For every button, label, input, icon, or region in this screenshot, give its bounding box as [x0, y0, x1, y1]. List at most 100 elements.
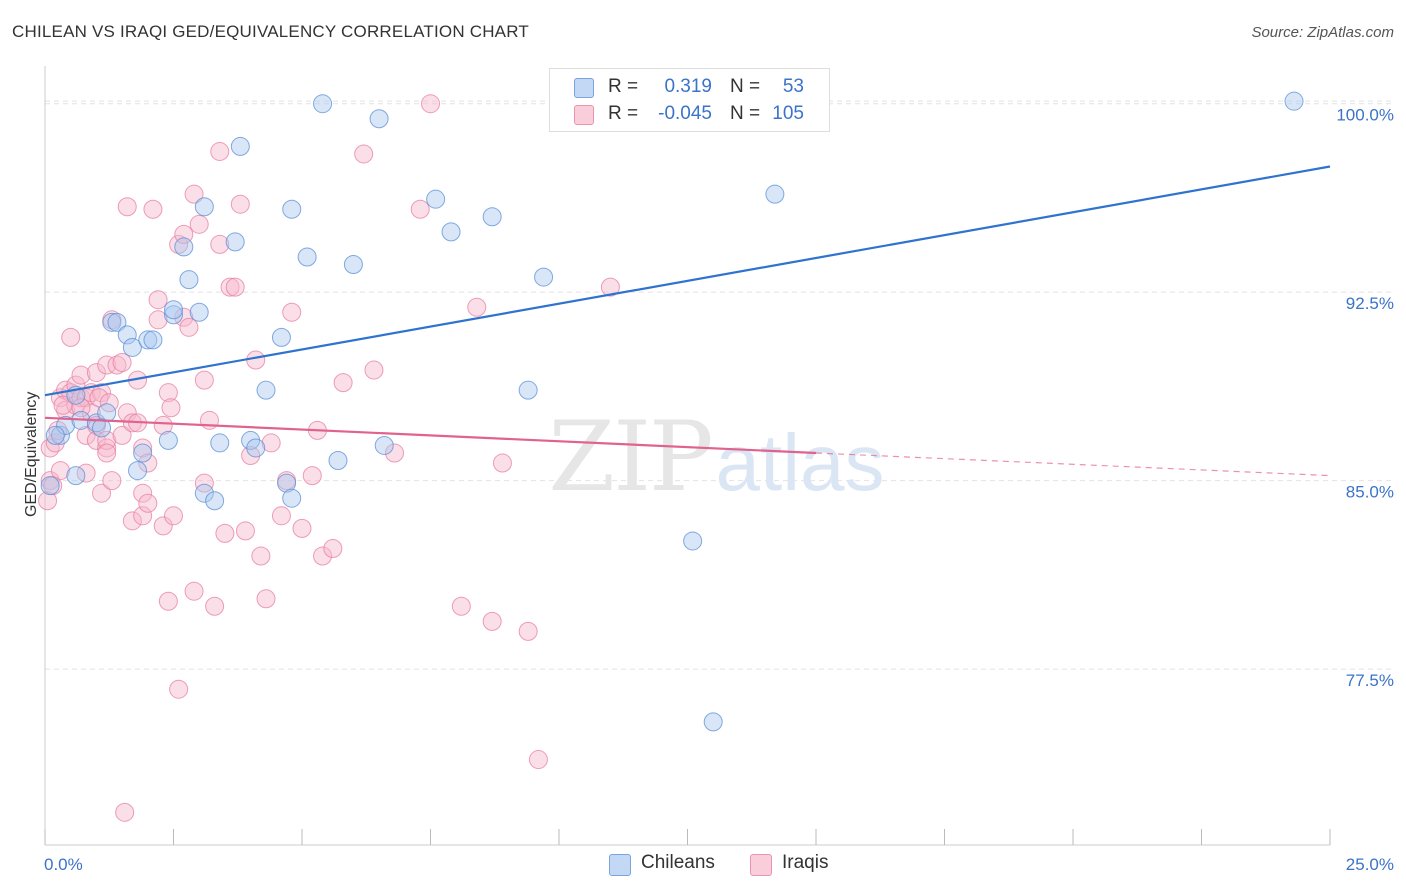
trend-line-iraqis-extension: [815, 452, 1331, 477]
iraqi-point: [292, 518, 312, 538]
iraqi-point: [271, 506, 291, 526]
chilean-point: [102, 312, 122, 332]
chart-source: Source: ZipAtlas.com: [1251, 24, 1394, 41]
y-tick-label: 100.0%: [1336, 106, 1394, 125]
watermark-atlas: atlas: [716, 418, 885, 507]
chilean-point: [374, 435, 394, 455]
legend-r-value: -0.045: [658, 103, 712, 124]
iraqi-point: [148, 310, 168, 330]
watermark: ZIP atlas: [548, 401, 884, 513]
chilean-point: [205, 491, 225, 511]
iraqi-point: [40, 438, 60, 458]
iraqi-point: [194, 370, 214, 390]
iraqi-point: [161, 398, 181, 418]
iraqi-point: [148, 290, 168, 310]
chilean-point: [282, 488, 302, 508]
iraqi-point: [189, 214, 209, 234]
iraqi-point: [467, 297, 487, 317]
gridlines: [45, 100, 1395, 670]
chilean-point: [1284, 91, 1304, 111]
chilean-point: [164, 300, 183, 320]
iraqi-point: [38, 491, 58, 511]
chilean-point: [122, 337, 142, 357]
chart-title: CHILEAN VS IRAQI GED/EQUIVALENCY CORRELA…: [12, 22, 529, 41]
chilean-point: [86, 413, 106, 433]
chilean-point: [194, 483, 214, 503]
legend-swatch-blue: [574, 78, 594, 98]
iraqi-point: [421, 94, 440, 114]
legend-r-label: R =: [608, 76, 639, 97]
iraqi-point: [323, 538, 343, 558]
chilean-point: [225, 232, 245, 252]
iraqi-point: [138, 453, 158, 473]
iraqi-point: [133, 483, 153, 503]
chilean-point: [45, 425, 65, 445]
chilean-point: [482, 207, 502, 227]
iraqi-point: [220, 277, 240, 297]
chilean-point: [194, 197, 214, 217]
legend-swatch-chileans: [609, 854, 631, 876]
iraqi-point: [164, 506, 183, 526]
iraqi-point: [205, 596, 225, 616]
chilean-point: [271, 327, 291, 347]
iraqi-point: [115, 802, 135, 822]
iraqi-point: [76, 425, 96, 445]
legend-r-label: R =: [608, 103, 639, 124]
iraqi-point: [86, 363, 106, 383]
chilean-point: [174, 237, 194, 257]
iraqi-point: [71, 365, 91, 385]
iraqi-point: [492, 453, 512, 473]
chilean-point: [107, 312, 127, 332]
iraqi-point: [169, 679, 189, 699]
iraqi-point: [385, 443, 405, 463]
y-tick-label: 77.5%: [1346, 671, 1394, 690]
chilean-point: [297, 247, 317, 267]
chilean-point: [50, 425, 70, 445]
iraqi-point: [482, 611, 502, 631]
iraqi-point: [246, 350, 266, 370]
chilean-point: [343, 255, 363, 275]
chilean-point: [230, 136, 250, 156]
iraqi-point: [184, 184, 204, 204]
iraqi-point: [133, 438, 153, 458]
iraqi-point: [153, 415, 173, 435]
y-tick-label: 85.0%: [1346, 483, 1394, 502]
iraqi-point: [282, 302, 302, 322]
trend-line-iraqis: [44, 416, 817, 455]
chilean-point: [133, 443, 153, 463]
iraqi-point: [50, 461, 70, 481]
x-tick-label-0: 0.0%: [44, 855, 83, 874]
iraqi-point: [102, 471, 122, 491]
x-tick-label-25: 25.0%: [1346, 855, 1394, 874]
iraqi-point: [158, 383, 178, 403]
chilean-point: [246, 438, 266, 458]
iraqi-point: [410, 199, 430, 219]
legend-n-label: N =: [730, 76, 761, 97]
chilean-point: [117, 325, 137, 345]
iraqi-point: [153, 516, 173, 536]
iraqi-point: [112, 425, 132, 445]
iraqi-point: [107, 355, 127, 375]
legend-swatch-iraqis: [750, 854, 772, 876]
legend-label-chileans: Chileans: [641, 852, 715, 873]
legend-row-iraqis: R = -0.045 N = 105: [550, 101, 829, 127]
iraqi-point: [40, 471, 60, 491]
iraqi-point: [81, 403, 101, 423]
legend-n-value: 53: [782, 76, 804, 97]
chilean-point: [426, 189, 446, 209]
chilean-point: [518, 380, 538, 400]
iraqi-point: [92, 483, 112, 503]
iraqi-point: [97, 443, 117, 463]
iraqi-point: [61, 327, 81, 347]
iraqi-point: [53, 395, 73, 415]
chilean-point: [256, 380, 276, 400]
legend-label-iraqis: Iraqis: [782, 852, 829, 873]
legend-n-value: 105: [772, 103, 804, 124]
chilean-point: [158, 430, 178, 450]
iraqi-point: [184, 581, 204, 601]
chilean-point: [328, 451, 348, 471]
chilean-point: [441, 222, 461, 242]
trend-line-chileans: [44, 165, 1331, 397]
iraqi-point: [251, 546, 271, 566]
y-tick-labels: 77.5% 85.0% 92.5% 100.0%: [1336, 106, 1394, 690]
